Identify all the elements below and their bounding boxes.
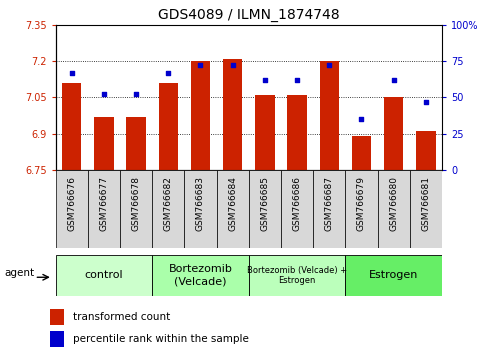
Text: GSM766687: GSM766687 <box>325 176 334 231</box>
Bar <box>88 170 120 248</box>
Point <box>229 63 237 68</box>
Text: agent: agent <box>4 268 35 278</box>
Bar <box>320 61 339 170</box>
Text: GSM766686: GSM766686 <box>293 176 301 231</box>
Bar <box>287 95 307 170</box>
Bar <box>158 83 178 170</box>
Bar <box>416 131 436 170</box>
Text: Bortezomib
(Velcade): Bortezomib (Velcade) <box>169 264 232 286</box>
Text: GSM766678: GSM766678 <box>131 176 141 231</box>
Point <box>357 116 365 122</box>
Bar <box>255 95 274 170</box>
Point <box>326 63 333 68</box>
Text: percentile rank within the sample: percentile rank within the sample <box>73 334 249 344</box>
Bar <box>62 83 81 170</box>
Point <box>422 99 430 104</box>
Text: GSM766679: GSM766679 <box>357 176 366 231</box>
Bar <box>50 331 64 347</box>
Bar <box>191 61 210 170</box>
Bar <box>384 97 403 170</box>
Point <box>261 77 269 83</box>
Text: GSM766681: GSM766681 <box>421 176 430 231</box>
Text: GSM766676: GSM766676 <box>67 176 76 231</box>
Bar <box>281 170 313 248</box>
Bar <box>249 170 281 248</box>
Text: GSM766685: GSM766685 <box>260 176 270 231</box>
Text: GSM766683: GSM766683 <box>196 176 205 231</box>
Bar <box>352 136 371 170</box>
Point <box>293 77 301 83</box>
Text: GSM766684: GSM766684 <box>228 176 237 231</box>
Point <box>132 92 140 97</box>
Bar <box>56 170 88 248</box>
Bar <box>345 255 442 296</box>
Bar <box>249 255 345 296</box>
Point <box>197 63 204 68</box>
Bar <box>127 117 146 170</box>
Point <box>100 92 108 97</box>
Point <box>164 70 172 75</box>
Bar <box>410 170 442 248</box>
Bar <box>313 170 345 248</box>
Text: GSM766682: GSM766682 <box>164 176 173 231</box>
Point <box>390 77 398 83</box>
Text: GSM766680: GSM766680 <box>389 176 398 231</box>
Text: transformed count: transformed count <box>73 312 170 322</box>
Bar <box>56 255 152 296</box>
Text: GSM766677: GSM766677 <box>99 176 108 231</box>
Bar <box>185 170 216 248</box>
Bar <box>152 170 185 248</box>
Bar <box>94 117 114 170</box>
Point <box>68 70 75 75</box>
Bar <box>345 170 378 248</box>
Title: GDS4089 / ILMN_1874748: GDS4089 / ILMN_1874748 <box>158 8 340 22</box>
Text: Estrogen: Estrogen <box>369 270 418 280</box>
Text: control: control <box>85 270 123 280</box>
Bar <box>378 170 410 248</box>
Bar <box>120 170 152 248</box>
Text: Bortezomib (Velcade) +
Estrogen: Bortezomib (Velcade) + Estrogen <box>247 266 347 285</box>
Bar <box>216 170 249 248</box>
Bar <box>152 255 249 296</box>
Bar <box>223 59 242 170</box>
Bar <box>50 309 64 325</box>
